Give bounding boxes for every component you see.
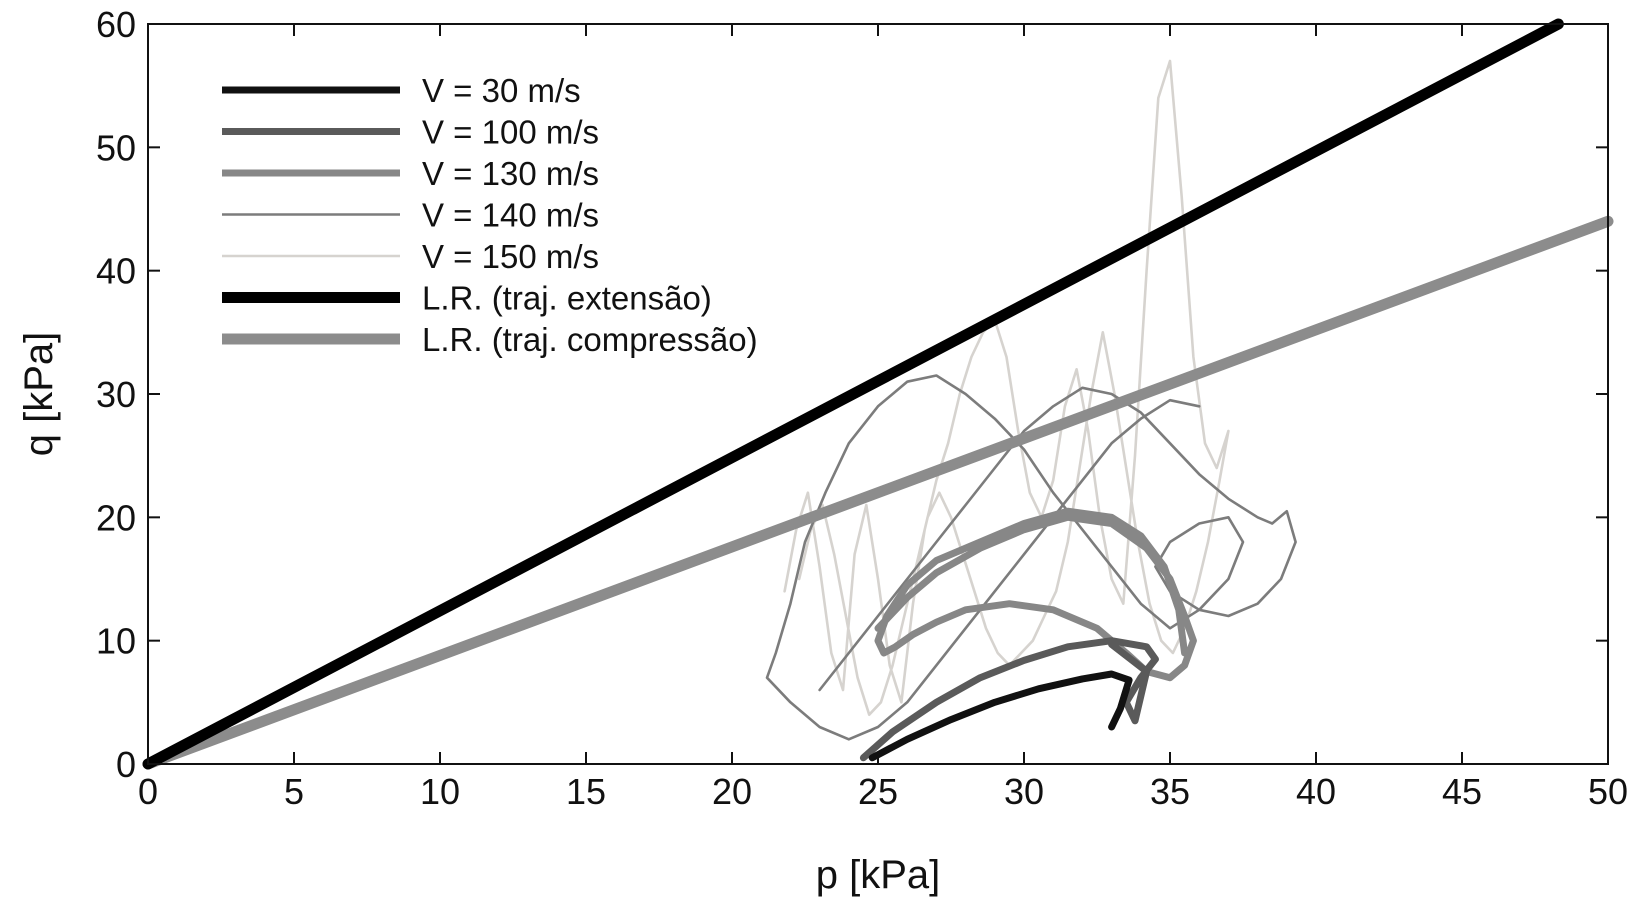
x-tick-label: 0 bbox=[138, 771, 158, 812]
series-layer bbox=[142, 18, 1614, 770]
x-tick-label: 30 bbox=[1004, 771, 1044, 812]
x-axis-label: p [kPa] bbox=[816, 853, 941, 897]
x-tick-label: 15 bbox=[566, 771, 606, 812]
x-tick-label: 20 bbox=[712, 771, 752, 812]
legend-label-v-130-m-s: V = 130 m/s bbox=[422, 155, 599, 192]
x-tick-label: 50 bbox=[1588, 771, 1628, 812]
legend-label-v-100-m-s: V = 100 m/s bbox=[422, 114, 599, 151]
y-tick-label: 10 bbox=[96, 621, 136, 662]
legend-label-v-30-m-s: V = 30 m/s bbox=[422, 72, 581, 109]
y-tick-label: 30 bbox=[96, 374, 136, 415]
series-line-l-r-traj-compressao bbox=[142, 215, 1614, 770]
series-line-l-r-traj-extensao bbox=[142, 18, 1564, 770]
legend: V = 30 m/s V = 100 m/s V = 130 m/s V = 140 … bbox=[222, 72, 758, 358]
x-tick-label: 10 bbox=[420, 771, 460, 812]
series-line-v-150-m-s bbox=[783, 59, 1230, 717]
y-tick-label: 60 bbox=[96, 4, 136, 45]
y-tick-label: 50 bbox=[96, 127, 136, 168]
y-tick-label: 40 bbox=[96, 251, 136, 292]
x-tick-label: 35 bbox=[1150, 771, 1190, 812]
x-tick-label: 25 bbox=[858, 771, 898, 812]
y-tick-label: 0 bbox=[116, 744, 136, 785]
series-line-v-100-m-s bbox=[859, 637, 1159, 762]
series-line-v-30-m-s bbox=[868, 670, 1133, 762]
x-tick-label: 40 bbox=[1296, 771, 1336, 812]
y-axis-label: q [kPa] bbox=[17, 332, 61, 457]
legend-label-l-r-traj-compressao: L.R. (traj. compressão) bbox=[422, 321, 758, 358]
x-tick-labels: 0 5 10 15 20 25 30 35 40 45 50 bbox=[138, 771, 1628, 812]
legend-label-v-140-m-s: V = 140 m/s bbox=[422, 197, 599, 234]
y-tick-label: 20 bbox=[96, 497, 136, 538]
y-tick-labels: 0 10 20 30 40 50 60 bbox=[96, 4, 136, 785]
x-tick-label: 5 bbox=[284, 771, 304, 812]
series-line-v-130-m-s bbox=[874, 507, 1197, 682]
tick-marks bbox=[147, 23, 1609, 765]
x-tick-label: 45 bbox=[1442, 771, 1482, 812]
legend-label-l-r-traj-extensao: L.R. (traj. extensão) bbox=[422, 280, 712, 317]
legend-label-v-150-m-s: V = 150 m/s bbox=[422, 238, 599, 275]
